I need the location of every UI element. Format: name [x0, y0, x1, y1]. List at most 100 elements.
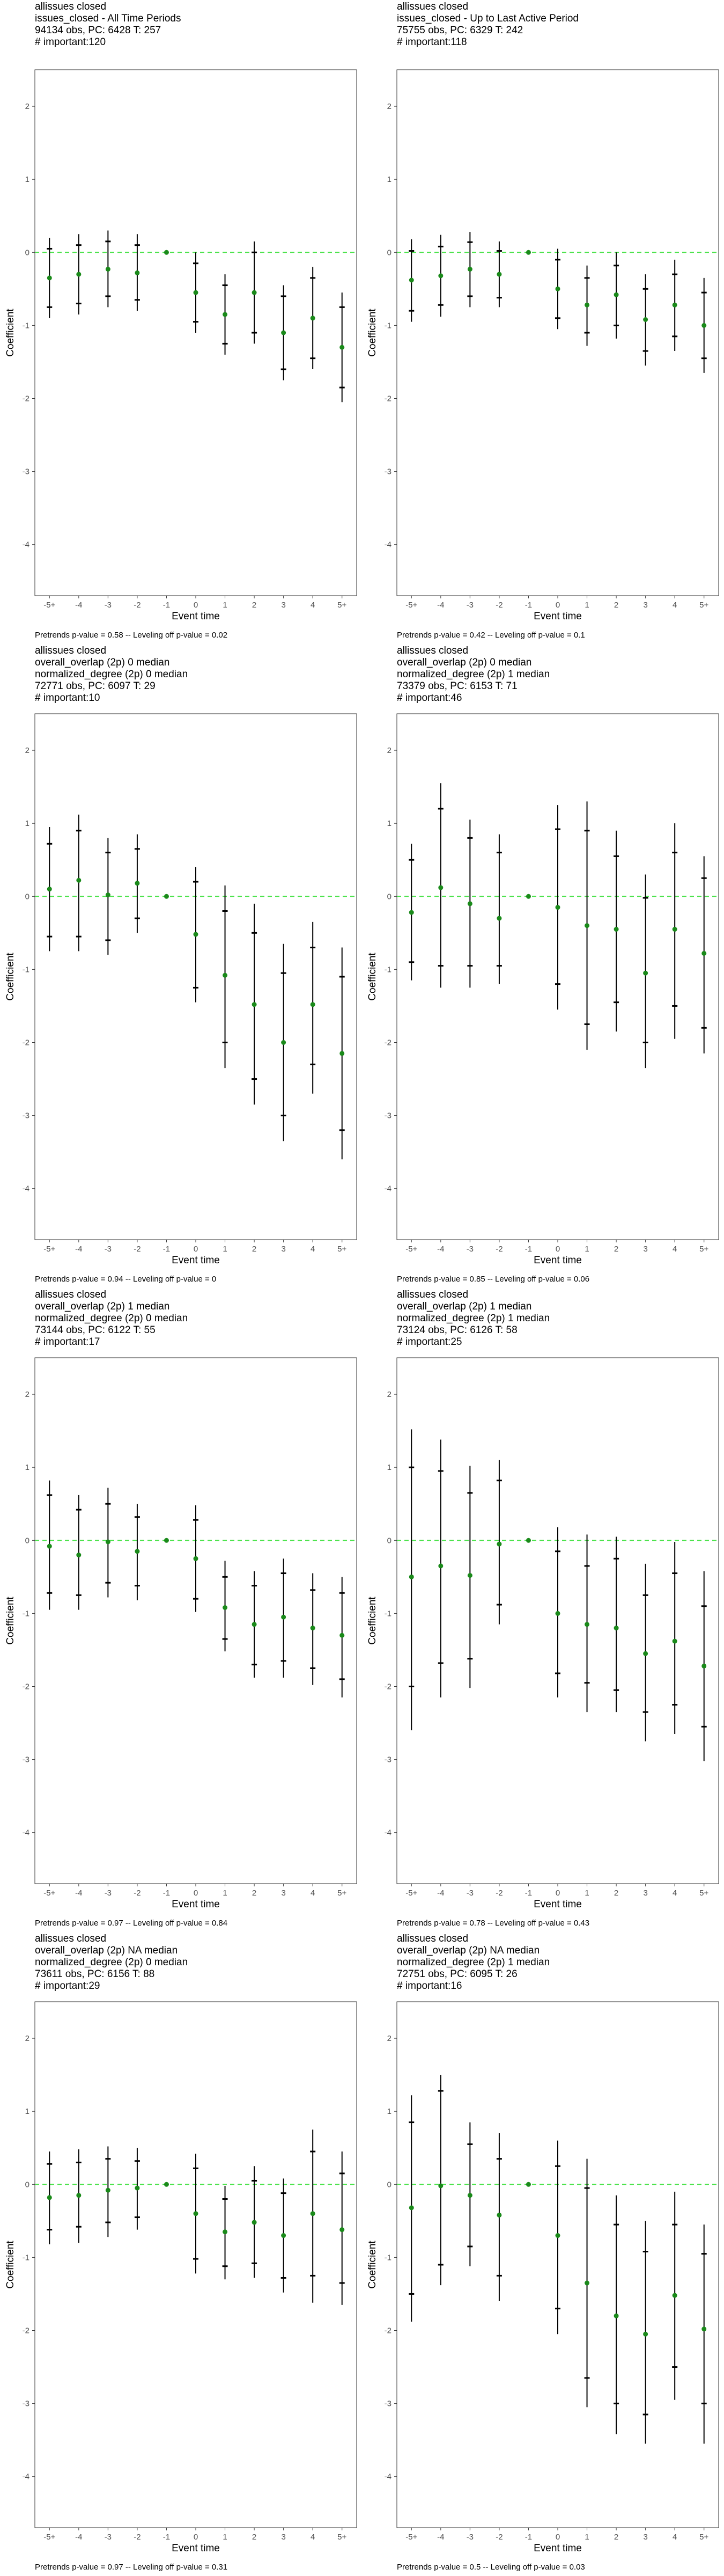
y-tick-label: 2 [387, 1390, 391, 1399]
coefficient-point [281, 1614, 286, 1620]
x-tick-label: 4 [311, 2533, 315, 2542]
y-tick-label: 0 [387, 2180, 391, 2189]
coefficient-point [438, 2183, 444, 2189]
coefficient-point [672, 1638, 677, 1644]
coefficient-point [76, 877, 82, 883]
x-tick-label: -5+ [43, 1889, 55, 1898]
coefficient-point [310, 2211, 315, 2216]
x-tick-label: -2 [134, 2533, 141, 2542]
y-tick-label: -3 [385, 2399, 391, 2409]
coefficient-point [47, 887, 52, 892]
pvalue-footer: Pretrends p-value = 0.94 -- Leveling off… [35, 1275, 216, 1284]
x-tick-label: 3 [643, 1889, 647, 1898]
panel-title-line: 72751 obs, PC: 6095 T: 26 [397, 1968, 518, 1980]
x-tick-label: 2 [252, 601, 256, 610]
x-tick-label: 5+ [699, 1889, 708, 1898]
y-tick-label: -1 [385, 321, 391, 330]
x-tick-label: 3 [643, 601, 647, 610]
x-tick-label: 0 [194, 1889, 198, 1898]
y-tick-label: 1 [387, 1463, 391, 1472]
y-tick-label: -3 [23, 1755, 29, 1765]
coefficient-point [339, 1633, 345, 1638]
x-axis-label: Event time [534, 1899, 582, 1910]
x-tick-label: 3 [281, 601, 285, 610]
coefficient-point [339, 2227, 345, 2233]
coefficient-point [47, 1543, 52, 1549]
panel-title-line: 75755 obs, PC: 6329 T: 242 [397, 25, 523, 36]
pvalue-footer: Pretrends p-value = 0.97 -- Leveling off… [35, 1919, 227, 1928]
coefficient-point [223, 2229, 228, 2235]
x-tick-label: 1 [223, 1245, 227, 1254]
x-tick-label: 1 [223, 2533, 227, 2542]
y-tick-label: 1 [387, 175, 391, 184]
y-tick-label: -2 [23, 1682, 29, 1692]
x-axis-label: Event time [534, 611, 582, 622]
x-tick-label: 2 [614, 1245, 618, 1254]
x-tick-label: 2 [252, 2533, 256, 2542]
coefficient-point [497, 2212, 502, 2218]
y-tick-label: -2 [23, 2326, 29, 2336]
coefficient-point [497, 272, 502, 277]
y-axis-label: Coefficient [5, 2241, 16, 2289]
panel-title-line: overall_overlap (2p) 0 median [397, 657, 531, 668]
x-tick-label: 2 [252, 1889, 256, 1898]
panel-title-line: # important:118 [397, 36, 467, 48]
y-tick-label: -4 [385, 540, 391, 550]
y-tick-label: -4 [23, 1184, 29, 1194]
coefficient-point [467, 1573, 472, 1578]
x-tick-label: 0 [194, 1245, 198, 1254]
panel-title-line: issues_closed - All Time Periods [35, 13, 181, 24]
coefficient-point [526, 894, 531, 899]
y-tick-label: -3 [23, 2399, 29, 2409]
y-tick-label: 2 [387, 102, 391, 111]
x-tick-label: -4 [75, 601, 82, 610]
coefficient-point [701, 323, 707, 328]
y-tick-label: -2 [23, 1038, 29, 1048]
y-tick-label: -1 [385, 965, 391, 974]
y-tick-label: -1 [23, 321, 29, 330]
coefficient-point [409, 910, 414, 915]
y-tick-label: 0 [25, 2180, 29, 2189]
coefficient-point [672, 302, 677, 308]
y-axis-label: Coefficient [367, 953, 378, 1001]
coefficient-point [193, 290, 198, 295]
coefficient-point [497, 916, 502, 921]
coefficient-point [585, 302, 590, 308]
coefficient-point [555, 1611, 560, 1616]
coefficient-point [164, 2182, 169, 2187]
panel-title-line: allissues closed [397, 1, 468, 12]
x-tick-label: 2 [252, 1245, 256, 1254]
x-axis-label: Event time [534, 1255, 582, 1266]
coefficient-point [526, 1538, 531, 1543]
panel-title-line: normalized_degree (2p) 0 median [35, 669, 188, 680]
x-axis-label: Event time [172, 611, 220, 622]
x-axis-label: Event time [172, 1255, 220, 1266]
x-tick-label: 2 [614, 2533, 618, 2542]
coefficient-point [585, 1622, 590, 1627]
panel-title-line: 73379 obs, PC: 6153 T: 71 [397, 680, 518, 692]
y-tick-label: 0 [387, 1536, 391, 1545]
coefficient-point [105, 2187, 110, 2193]
coefficient-point [135, 2185, 140, 2191]
y-tick-label: -3 [23, 1111, 29, 1121]
coefficient-point [643, 2331, 648, 2337]
panel-title-line: 72771 obs, PC: 6097 T: 29 [35, 680, 156, 692]
x-tick-label: -3 [105, 601, 112, 610]
y-tick-label: -3 [385, 467, 391, 477]
panel-title-line: overall_overlap (2p) NA median [35, 1945, 178, 1956]
panel-title-line: overall_overlap (2p) NA median [397, 1945, 540, 1956]
x-tick-label: 5+ [699, 1245, 708, 1254]
coefficient-point [409, 277, 414, 283]
y-axis-label: Coefficient [5, 1597, 16, 1645]
y-axis-label: Coefficient [367, 1597, 378, 1645]
x-tick-label: -5+ [405, 2533, 417, 2542]
panel-title-line: normalized_degree (2p) 0 median [35, 1957, 188, 1968]
panel-title-line: 73611 obs, PC: 6156 T: 88 [35, 1968, 154, 1980]
x-tick-label: 3 [281, 1245, 285, 1254]
x-tick-label: 4 [673, 1889, 677, 1898]
coefficient-point [701, 950, 707, 956]
x-tick-label: -4 [75, 1889, 82, 1898]
